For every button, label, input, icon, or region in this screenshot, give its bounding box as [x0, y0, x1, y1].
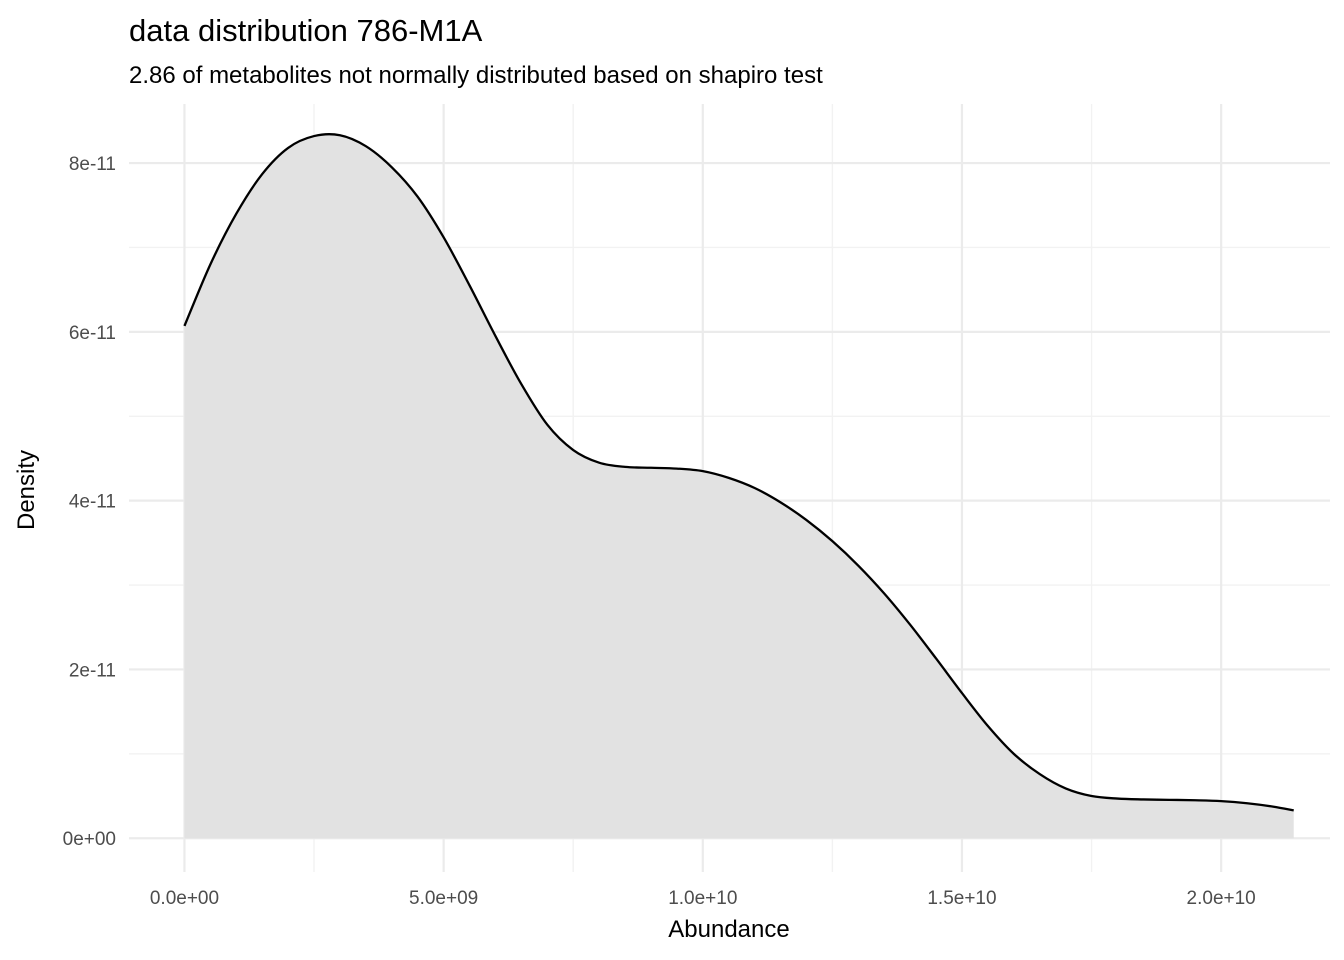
x-tick-label: 1.0e+10 — [668, 888, 737, 909]
x-axis-title: Abundance — [668, 916, 789, 943]
y-tick-label: 8e-11 — [69, 154, 116, 175]
chart-title: data distribution 786-M1A — [129, 13, 483, 48]
y-tick-label: 4e-11 — [69, 492, 116, 513]
x-tick-label: 1.5e+10 — [927, 888, 996, 909]
density-line — [183, 133, 1294, 812]
y-axis-ticks: 0e+00 2e-11 4e-11 6e-11 8e-11 — [63, 154, 116, 850]
y-tick-label: 2e-11 — [69, 660, 116, 681]
x-tick-label: 5.0e+09 — [409, 888, 478, 909]
x-tick-label: 2.0e+10 — [1187, 888, 1256, 909]
y-axis-title: Density — [13, 450, 40, 530]
x-tick-label: 0.0e+00 — [150, 888, 219, 909]
plot-panel — [129, 104, 1330, 872]
density-area — [184, 134, 1294, 839]
chart-subtitle: 2.86 of metabolites not normally distrib… — [129, 62, 823, 89]
y-tick-label: 0e+00 — [63, 829, 116, 850]
major-gridlines — [129, 104, 1330, 872]
x-axis-ticks: 0.0e+00 5.0e+09 1.0e+10 1.5e+10 2.0e+10 — [150, 888, 1256, 909]
y-tick-label: 6e-11 — [69, 323, 116, 344]
